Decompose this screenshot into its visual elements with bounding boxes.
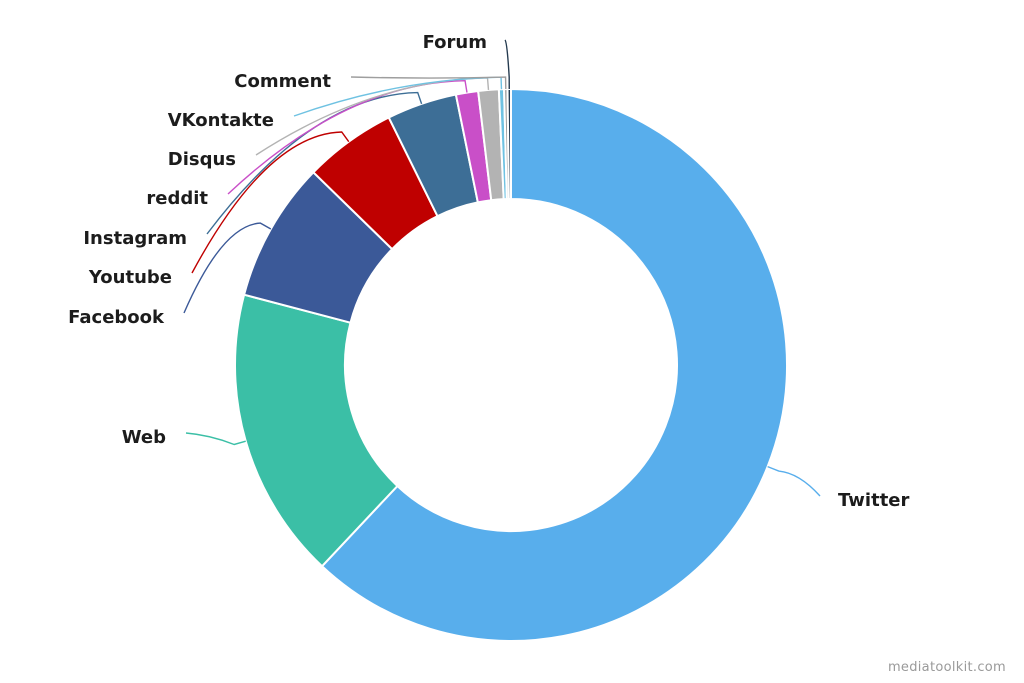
slices-group bbox=[234, 87, 788, 642]
connector-forum bbox=[504, 39, 510, 90]
slice-forum[interactable] bbox=[506, 87, 512, 201]
label-instagram: Instagram bbox=[83, 228, 187, 249]
slice-web[interactable] bbox=[234, 293, 399, 568]
label-disqus: Disqus bbox=[168, 149, 236, 170]
label-vkontakte: VKontakte bbox=[168, 110, 274, 131]
connector-twitter bbox=[767, 465, 821, 497]
labels-group: Twitter Web Facebook Youtube Instagram reddit… bbox=[68, 32, 909, 511]
watermark: mediatoolkit.com bbox=[887, 660, 1006, 675]
label-comment: Comment bbox=[234, 71, 331, 92]
label-twitter: Twitter bbox=[838, 490, 910, 511]
label-reddit: reddit bbox=[146, 188, 208, 209]
connector-youtube bbox=[191, 131, 350, 274]
connector-web bbox=[185, 432, 246, 446]
label-facebook: Facebook bbox=[68, 307, 165, 328]
connector-reddit bbox=[227, 79, 468, 195]
connector-facebook bbox=[183, 222, 272, 314]
label-web: Web bbox=[122, 427, 166, 448]
connectors-group bbox=[183, 39, 821, 497]
label-youtube: Youtube bbox=[88, 267, 172, 288]
label-forum: Forum bbox=[423, 32, 487, 53]
connector-comment bbox=[350, 76, 507, 90]
slice-twitter[interactable] bbox=[320, 87, 788, 642]
